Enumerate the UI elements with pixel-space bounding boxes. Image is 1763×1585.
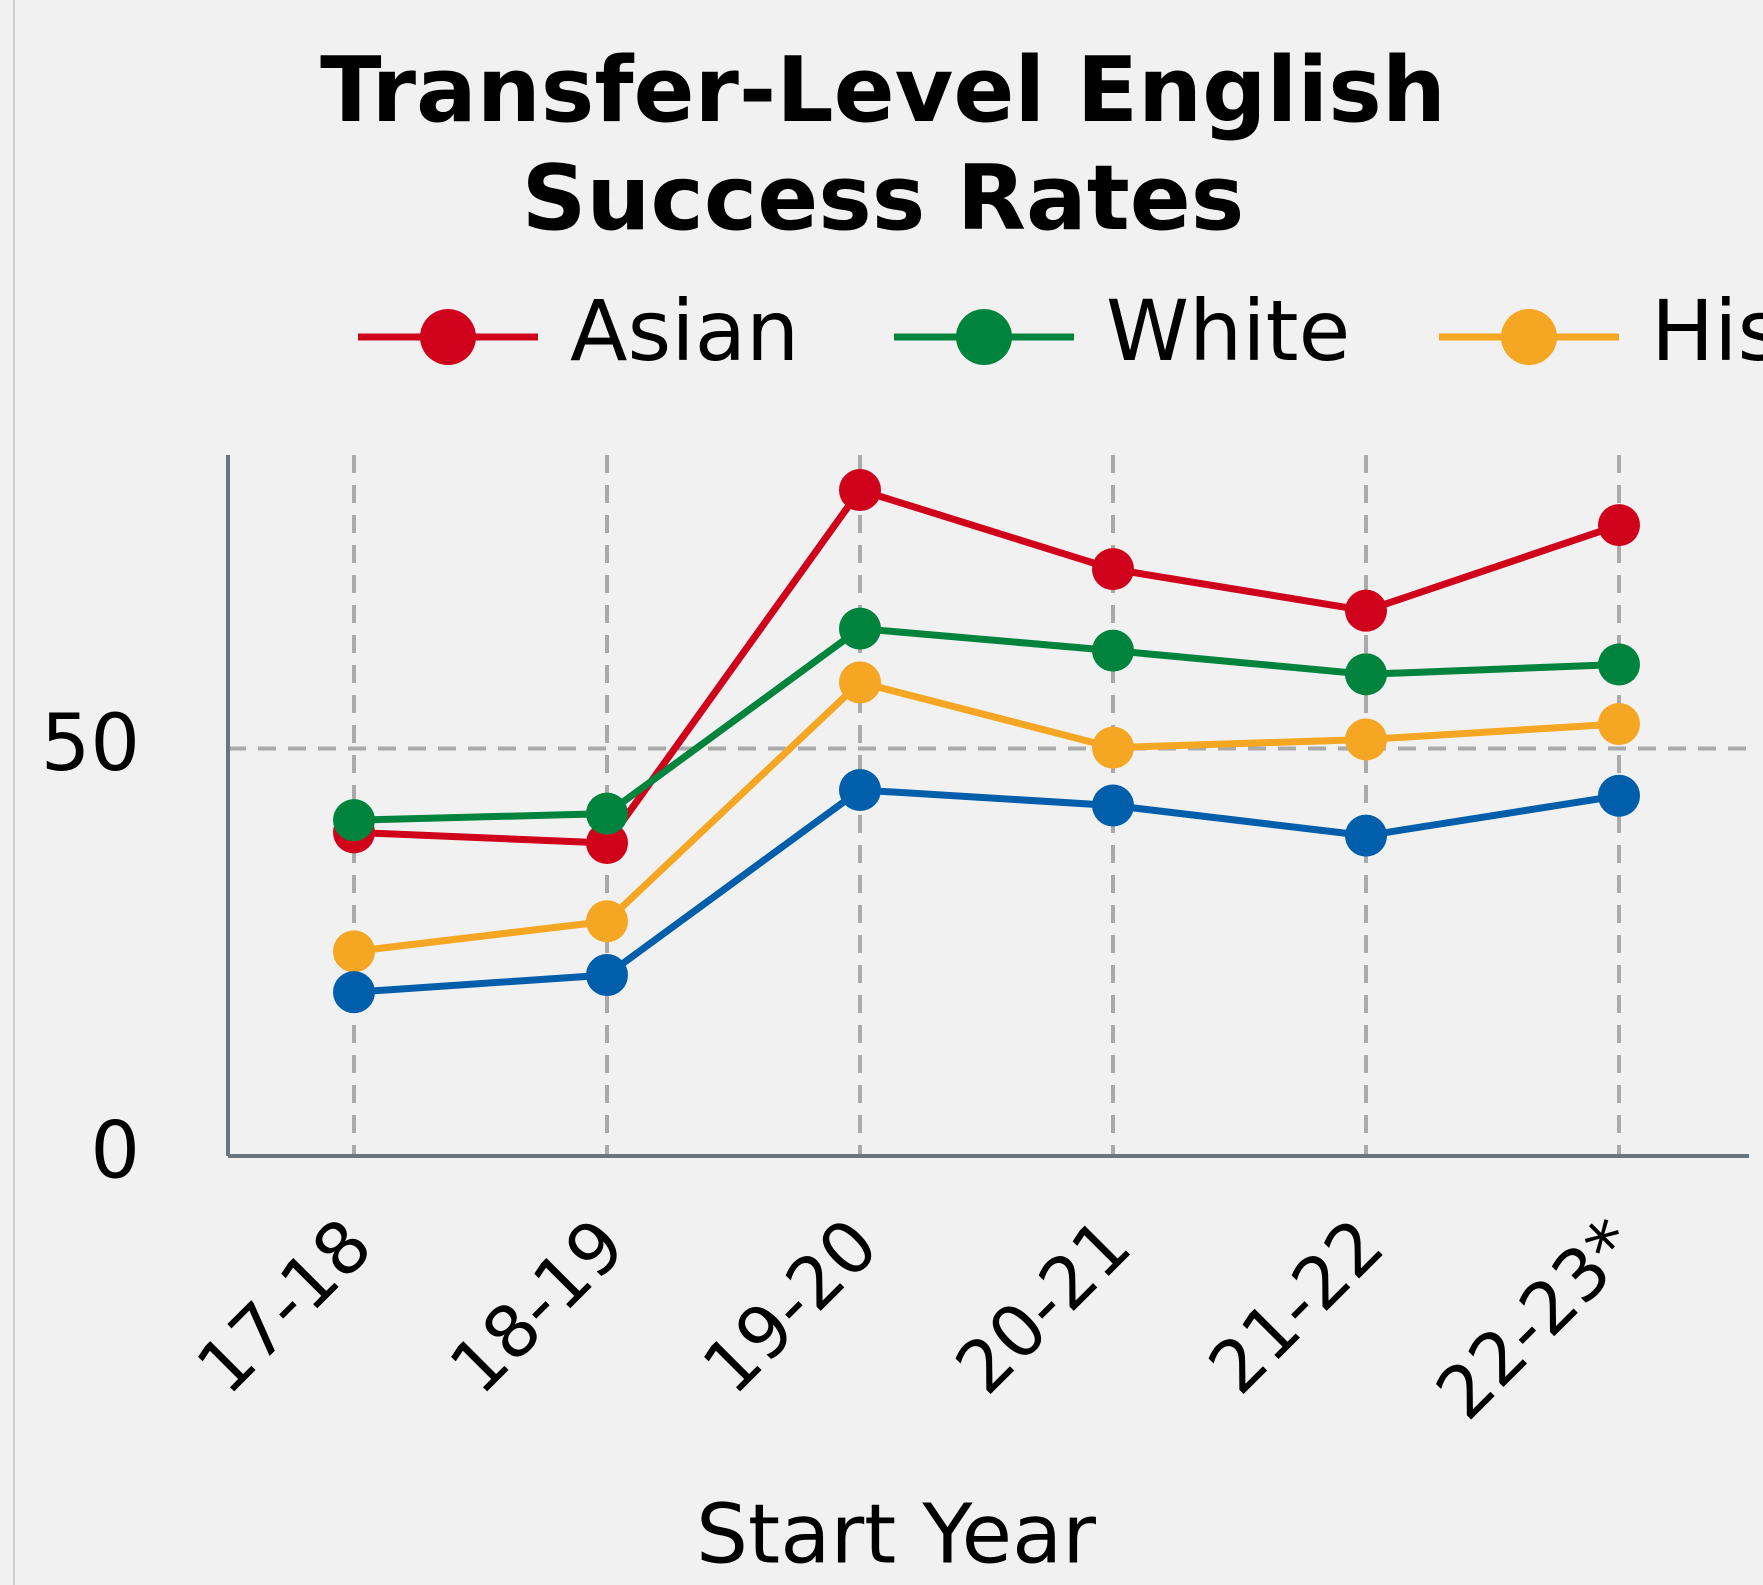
legend-label: His xyxy=(1651,282,1763,380)
data-point xyxy=(1598,504,1640,547)
data-point xyxy=(1092,629,1134,672)
series-line xyxy=(353,786,1620,996)
data-point xyxy=(1092,548,1134,591)
x-tick-label: 21-22 xyxy=(1192,1202,1399,1409)
x-tick-label: 17-18 xyxy=(180,1202,387,1409)
data-point xyxy=(839,469,881,512)
data-point xyxy=(839,769,881,812)
data-point xyxy=(586,792,628,835)
chart-title: Transfer-Level English xyxy=(320,38,1446,143)
x-tick-label: 20-21 xyxy=(939,1202,1146,1409)
data-point xyxy=(1345,589,1387,632)
data-point xyxy=(333,799,375,842)
series-line xyxy=(353,678,1620,955)
data-point xyxy=(1598,643,1640,686)
data-point xyxy=(1598,702,1640,745)
y-tick-label: 50 xyxy=(41,699,140,789)
series-line xyxy=(353,485,1621,847)
data-point xyxy=(333,971,375,1014)
data-point xyxy=(586,954,628,997)
data-point xyxy=(839,661,881,704)
series-line xyxy=(353,625,1620,824)
legend-marker xyxy=(420,309,476,365)
x-tick-label: 18-19 xyxy=(433,1202,640,1409)
legend-marker xyxy=(1501,309,1557,365)
data-point xyxy=(333,930,375,973)
x-tick-label: 22-23* xyxy=(1420,1202,1653,1435)
data-point xyxy=(586,821,628,864)
legend-label: White xyxy=(1106,282,1350,380)
legend-marker xyxy=(956,309,1012,365)
data-point xyxy=(1598,774,1640,817)
data-point xyxy=(1345,718,1387,761)
data-point xyxy=(1345,653,1387,696)
data-point xyxy=(839,607,881,650)
legend-label: Asian xyxy=(570,282,799,380)
chart-title: Success Rates xyxy=(522,146,1245,251)
data-point xyxy=(1092,784,1134,827)
data-point xyxy=(586,900,628,943)
data-point xyxy=(1345,814,1387,857)
data-point xyxy=(1092,726,1134,769)
y-tick-label: 0 xyxy=(90,1106,140,1196)
x-axis-label: Start Year xyxy=(696,1487,1096,1582)
x-tick-label: 19-20 xyxy=(686,1202,893,1409)
